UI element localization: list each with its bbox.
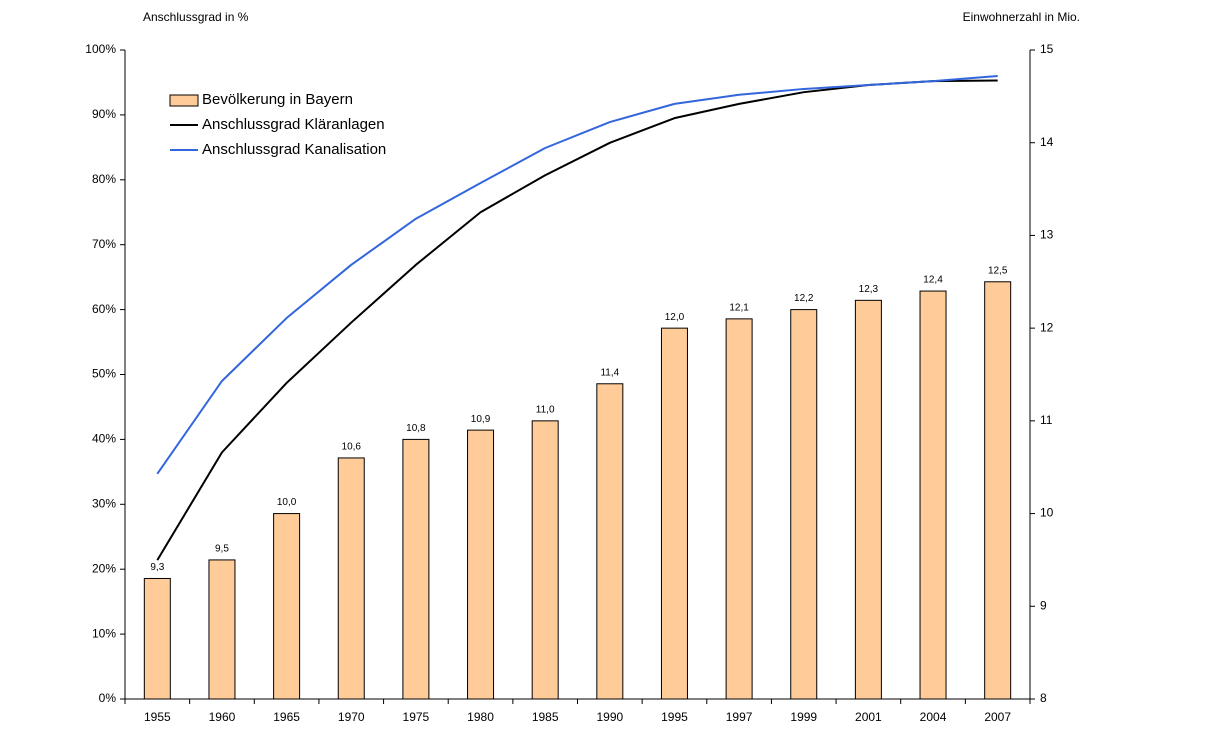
value-label: 9,3 — [150, 562, 164, 573]
x-tick-label: 1955 — [144, 710, 171, 724]
y-tick-label: 100% — [85, 42, 116, 56]
y-tick-label: 10% — [92, 626, 116, 640]
value-label: 9,5 — [215, 544, 229, 555]
legend-label: Anschlussgrad Kanalisation — [202, 141, 386, 158]
y-tick-label: 40% — [92, 432, 116, 446]
y2-tick-label: 12 — [1040, 320, 1054, 334]
value-label: 11,0 — [536, 404, 555, 415]
bar — [854, 299, 882, 700]
y-axis-label: Anschlussgrad in % — [143, 10, 249, 24]
bar — [725, 318, 753, 700]
value-label: 12,5 — [988, 265, 1008, 276]
x-tick-label: 1960 — [209, 710, 236, 724]
bar — [660, 327, 688, 700]
bar — [531, 420, 559, 700]
value-label: 10,6 — [342, 442, 362, 453]
y2-tick-label: 11 — [1040, 413, 1053, 427]
x-tick-label: 1980 — [467, 710, 494, 724]
x-tick-label: 1975 — [403, 710, 430, 724]
y2-tick-label: 15 — [1040, 42, 1054, 56]
legend-label: Bevölkerung in Bayern — [202, 91, 353, 108]
x-tick-label: 1995 — [661, 710, 688, 724]
bar — [337, 457, 365, 700]
bar — [273, 513, 301, 700]
bar — [596, 383, 624, 700]
bar — [790, 309, 818, 700]
y-tick-label: 70% — [92, 237, 116, 251]
y2-tick-label: 10 — [1040, 506, 1054, 520]
y2-axis-label: Einwohnerzahl in Mio. — [963, 10, 1080, 24]
value-label: 12,2 — [794, 293, 814, 304]
bar — [143, 577, 171, 700]
x-tick-label: 1985 — [532, 710, 559, 724]
bar — [208, 559, 236, 700]
x-tick-label: 1965 — [273, 710, 300, 724]
x-tick-label: 2007 — [984, 710, 1011, 724]
line — [156, 74, 998, 475]
x-tick-label: 1997 — [726, 710, 753, 724]
y-tick-label: 80% — [92, 172, 116, 186]
x-tick-label: 2004 — [920, 710, 947, 724]
y2-tick-label: 13 — [1040, 228, 1054, 242]
y2-tick-label: 9 — [1040, 598, 1047, 612]
bar — [919, 290, 947, 700]
value-label: 12,4 — [923, 275, 943, 286]
y-tick-label: 60% — [92, 302, 116, 316]
y-tick-label: 50% — [92, 367, 116, 381]
y-tick-label: 90% — [92, 107, 116, 121]
x-tick-label: 2001 — [855, 710, 882, 724]
x-tick-label: 1999 — [790, 710, 817, 724]
value-label: 12,1 — [729, 303, 749, 314]
value-label: 12,0 — [665, 312, 685, 323]
y-tick-label: 0% — [99, 691, 117, 705]
value-label: 12,3 — [859, 284, 879, 295]
value-label: 10,0 — [277, 497, 297, 508]
y2-tick-label: 8 — [1040, 691, 1047, 705]
y2-tick-label: 14 — [1040, 135, 1054, 149]
legend-label: Anschlussgrad Kläranlagen — [202, 116, 385, 133]
legend-swatch — [169, 94, 199, 107]
x-tick-label: 1990 — [596, 710, 623, 724]
bar — [467, 429, 495, 700]
bar — [984, 281, 1012, 700]
bar — [402, 438, 430, 700]
value-label: 11,4 — [600, 367, 619, 378]
x-tick-label: 1970 — [338, 710, 365, 724]
y-tick-label: 20% — [92, 561, 116, 575]
value-label: 10,9 — [471, 414, 491, 425]
value-label: 10,8 — [406, 423, 426, 434]
y-tick-label: 30% — [92, 496, 116, 510]
